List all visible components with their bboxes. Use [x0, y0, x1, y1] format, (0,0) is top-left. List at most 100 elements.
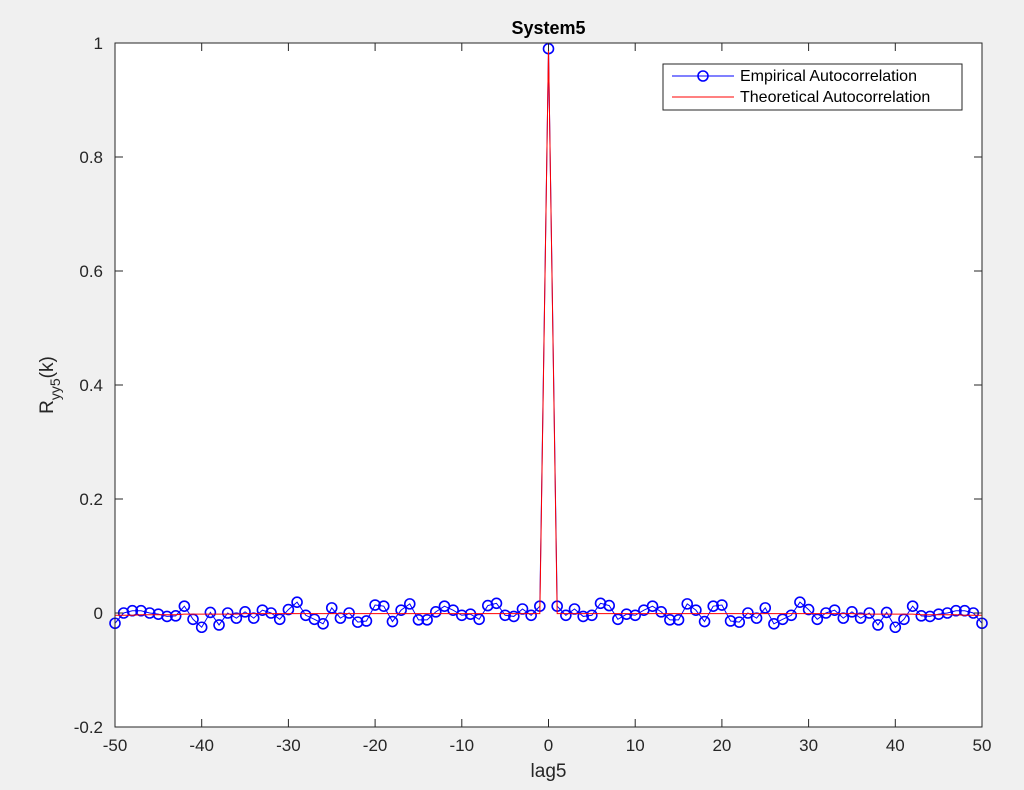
x-tick-label: -40	[189, 736, 214, 755]
y-tick-label: 1	[94, 34, 103, 53]
empirical-point	[377, 600, 390, 612]
plot-area	[115, 43, 982, 727]
x-tick-label: 20	[712, 736, 731, 755]
empirical-point	[707, 600, 720, 612]
empirical-point	[343, 607, 355, 619]
empirical-point	[863, 607, 876, 619]
legend: Empirical Autocorrelation Theoretical Au…	[662, 63, 963, 111]
x-tick-label: 50	[973, 736, 992, 755]
empirical-point	[603, 599, 615, 612]
y-axis-label-suffix: (k)	[37, 356, 58, 378]
chart-title: System5	[511, 18, 585, 38]
y-tick-label: 0.4	[79, 376, 103, 395]
empirical-point	[291, 596, 303, 608]
empirical-point	[239, 606, 251, 618]
empirical-point	[412, 614, 425, 626]
empirical-point	[213, 619, 225, 631]
empirical-point	[724, 615, 737, 627]
legend-theoretical-label: Theoretical Autocorrelation	[740, 89, 930, 106]
empirical-point	[802, 603, 815, 616]
y-tick-label: 0	[94, 604, 103, 623]
empirical-point	[429, 606, 442, 618]
legend-empirical-marker	[697, 70, 709, 82]
empirical-point	[846, 606, 858, 618]
empirical-point	[508, 610, 520, 623]
empirical-point	[473, 613, 485, 626]
empirical-point	[586, 609, 598, 622]
empirical-point	[403, 598, 416, 610]
empirical-point	[169, 610, 182, 622]
empirical-point	[932, 608, 945, 620]
empirical-point	[525, 609, 537, 622]
empirical-point	[265, 607, 277, 619]
empirical-point	[464, 608, 477, 620]
empirical-point	[204, 606, 217, 619]
empirical-point	[612, 613, 624, 626]
empirical-point	[854, 612, 867, 624]
empirical-point	[447, 604, 459, 616]
empirical-point	[742, 607, 754, 619]
y-axis-label-sub: yy5	[47, 378, 63, 400]
y-tick-label: -0.2	[74, 718, 103, 737]
empirical-point	[906, 600, 919, 612]
empirical-point	[889, 621, 902, 634]
empirical-point	[872, 619, 884, 631]
empirical-point	[455, 609, 468, 622]
y-tick-label: 0.6	[79, 262, 103, 281]
empirical-point	[794, 596, 806, 608]
empirical-point	[646, 600, 659, 612]
y-tick-label: 0.8	[79, 148, 103, 167]
empirical-point	[768, 618, 780, 630]
empirical-point	[360, 615, 373, 627]
empirical-point	[664, 614, 676, 626]
tick-layer: -50 -40 -30 -20 -10 0 10 20 30 40 50 -0.2 0 0.2 0.4 0.6…	[74, 34, 992, 755]
empirical-point	[325, 602, 338, 614]
empirical-point	[672, 614, 685, 626]
empirical-point	[351, 616, 364, 628]
empirical-point	[221, 607, 234, 619]
empirical-point	[698, 615, 711, 628]
empirical-point	[308, 613, 321, 626]
empirical-point	[629, 609, 642, 622]
empirical-point	[759, 602, 772, 614]
x-tick-label: -20	[363, 736, 388, 755]
empirical-point	[655, 606, 668, 618]
series-layer	[109, 42, 988, 634]
x-tick-label: -50	[103, 736, 128, 755]
x-tick-label: 30	[799, 736, 818, 755]
x-tick-label: 40	[886, 736, 905, 755]
empirical-point	[273, 613, 286, 626]
empirical-point	[499, 609, 511, 622]
empirical-point	[421, 614, 433, 626]
y-axis-label: Ryy5(k)	[37, 356, 63, 414]
empirical-point	[317, 618, 329, 630]
empirical-point	[811, 613, 824, 626]
empirical-point	[915, 610, 928, 622]
empirical-point	[681, 598, 694, 610]
empirical-point	[577, 610, 589, 623]
empirical-point	[143, 607, 156, 619]
empirical-point	[828, 604, 841, 616]
x-tick-label: -10	[450, 736, 475, 755]
x-tick-label: 0	[544, 736, 553, 755]
empirical-point	[785, 609, 798, 622]
empirical-point	[620, 608, 633, 620]
x-axis-label: lag5	[531, 761, 567, 782]
empirical-point	[490, 597, 503, 610]
empirical-point	[369, 599, 381, 611]
empirical-point	[178, 600, 191, 612]
empirical-point	[230, 612, 243, 624]
empirical-point	[950, 604, 962, 617]
empirical-point	[161, 610, 173, 623]
empirical-point	[716, 599, 728, 611]
y-tick-label: 0.2	[79, 490, 103, 509]
empirical-point	[690, 604, 702, 616]
y-axis-label-main: R	[37, 400, 58, 414]
empirical-point	[195, 621, 208, 634]
empirical-point	[880, 606, 893, 619]
empirical-point	[733, 616, 746, 628]
legend-box	[662, 63, 963, 111]
x-tick-label: 10	[626, 736, 645, 755]
legend-empirical-label: Empirical Autocorrelation	[740, 68, 917, 85]
